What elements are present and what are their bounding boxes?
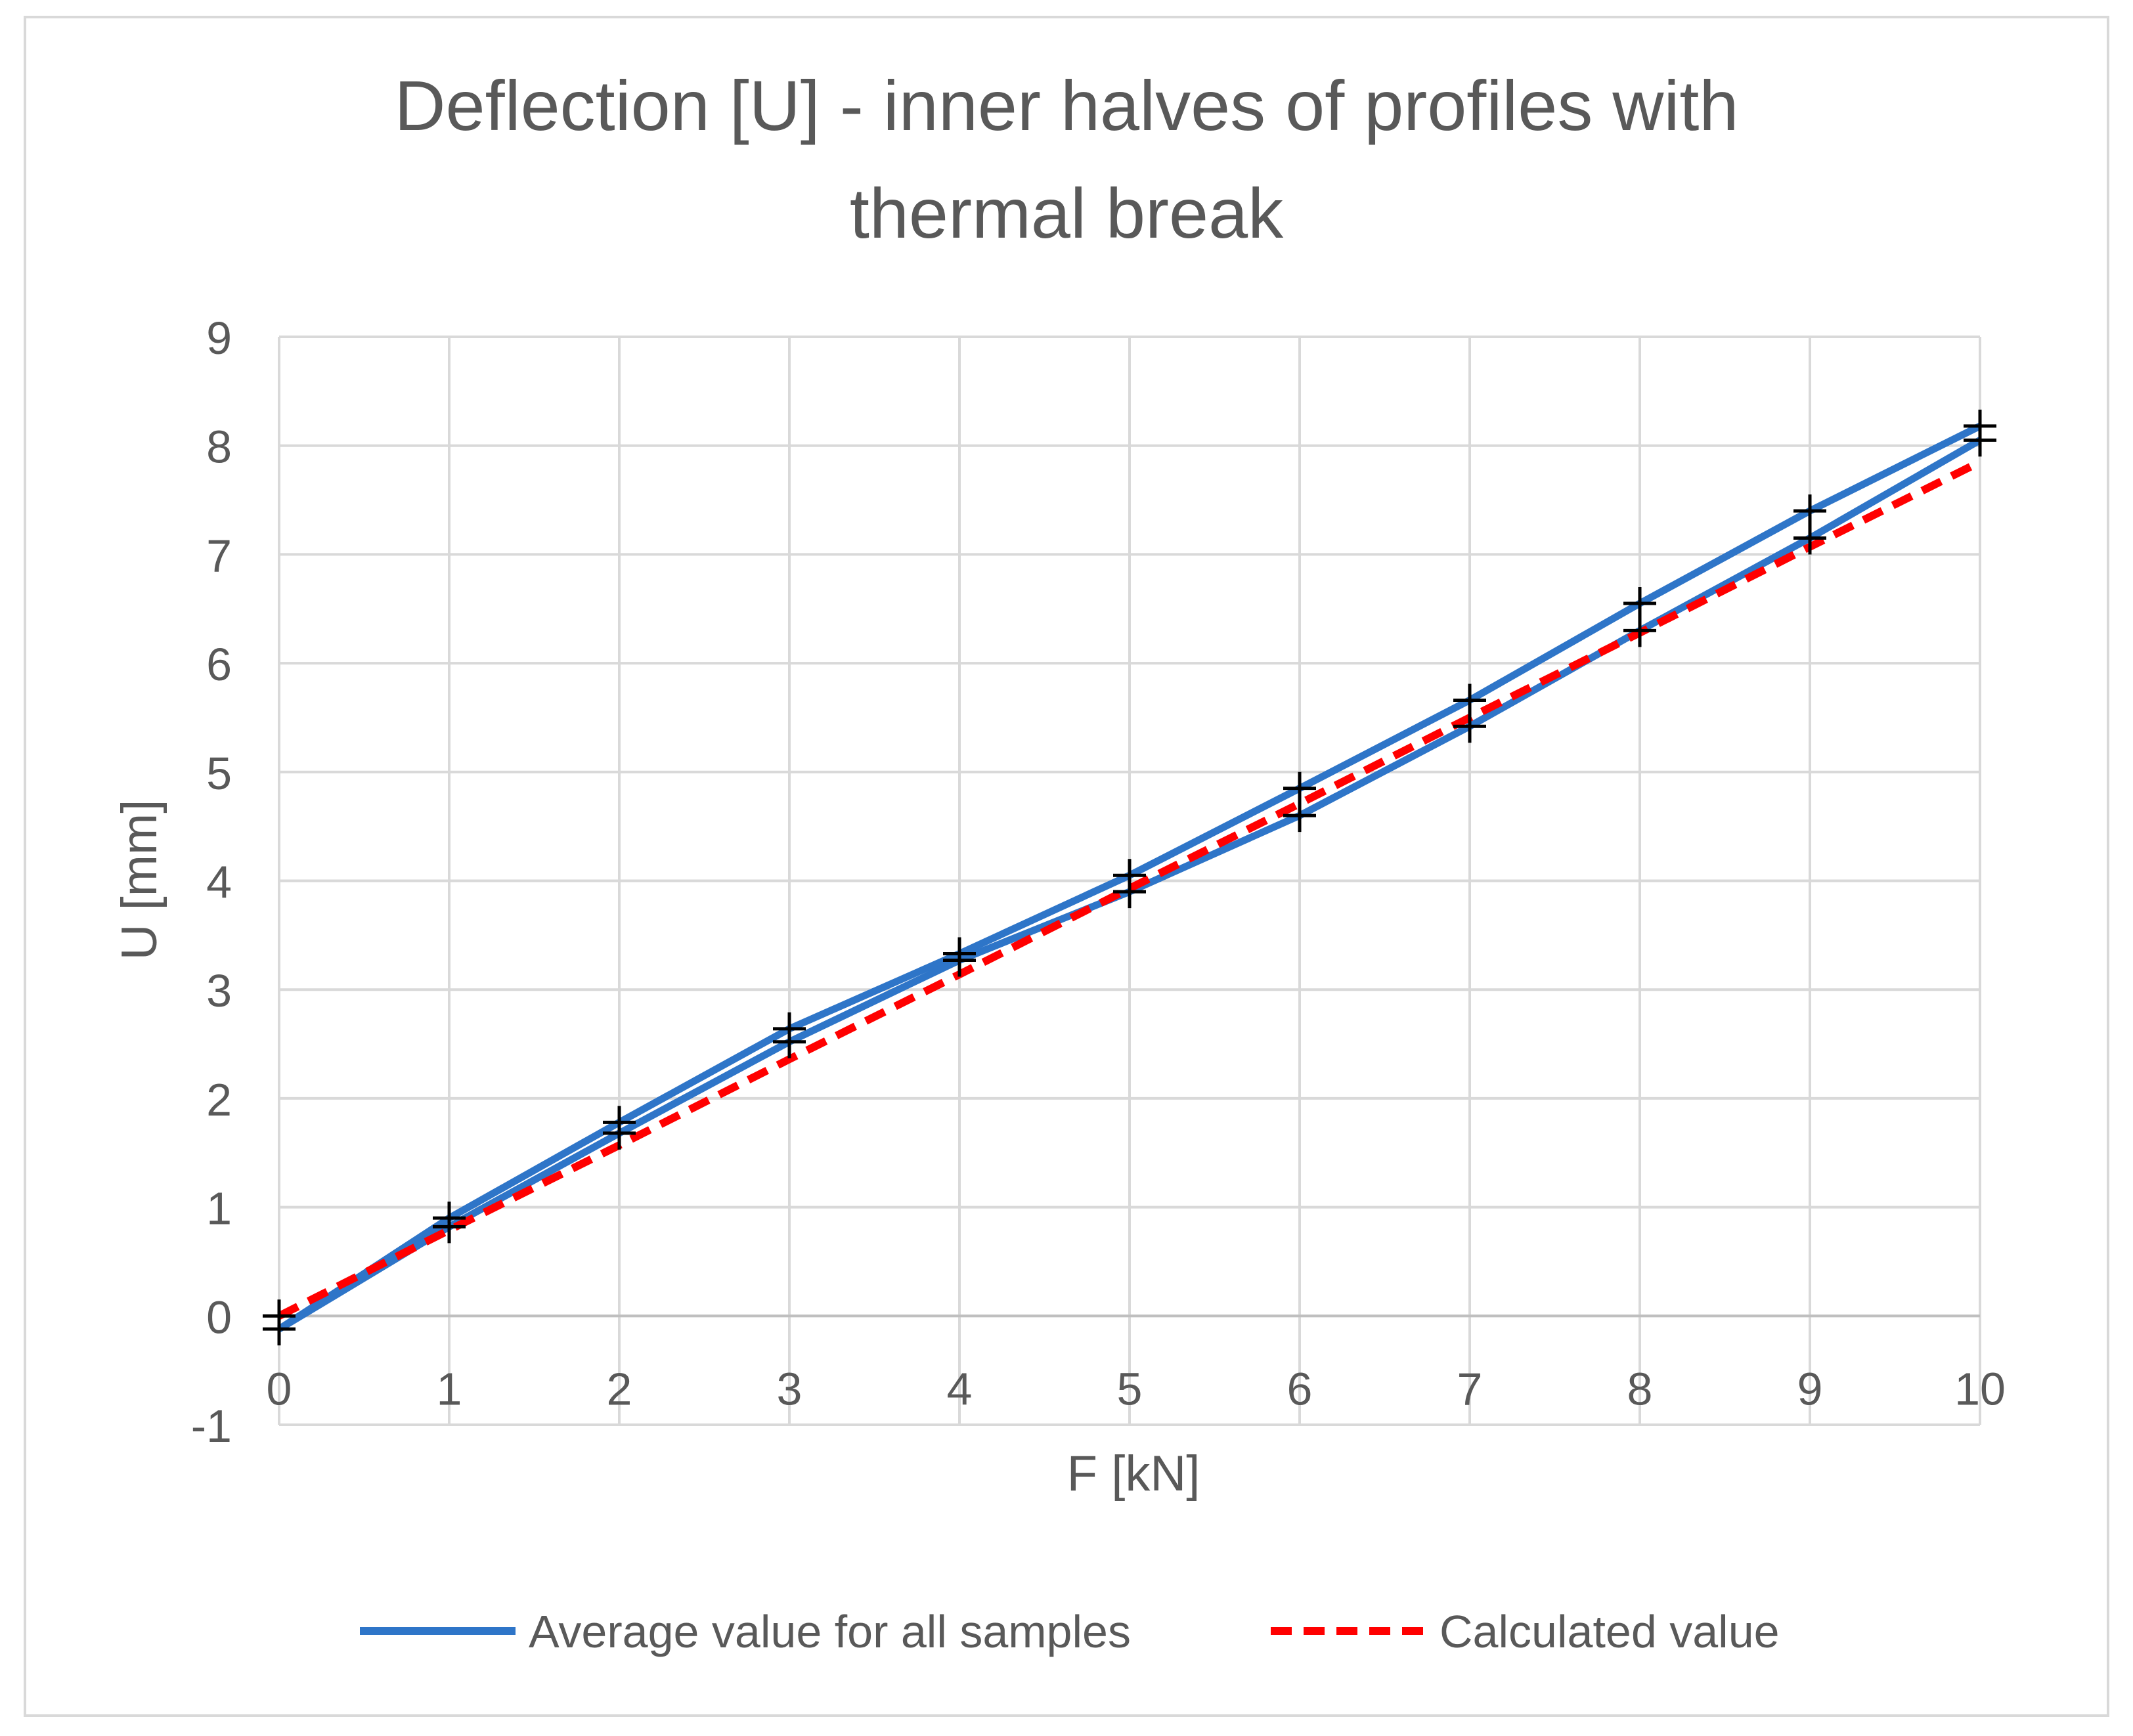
x-tick-label: 0	[267, 1363, 292, 1414]
y-tick-label: 5	[206, 748, 232, 799]
chart-border	[24, 16, 2109, 1717]
y-tick-label: 8	[206, 422, 232, 473]
x-tick-label: 7	[1457, 1363, 1483, 1414]
x-tick-label: 4	[947, 1363, 973, 1414]
legend-label-calculated: Calculated value	[1440, 1606, 1780, 1657]
legend-label-average: Average value for all samples	[529, 1606, 1131, 1657]
data-marker	[1964, 423, 1996, 457]
x-tick-label: 9	[1797, 1363, 1823, 1414]
data-markers	[263, 409, 1996, 1346]
y-tick-label: -1	[191, 1400, 232, 1452]
data-marker	[1623, 614, 1656, 647]
chart-title-line-1: Deflection [U] - inner halves of profile…	[395, 66, 1739, 145]
x-axis-tick-labels: 0 1 2 3 4 5 6 7 8 9 10	[267, 1363, 2006, 1414]
data-marker	[603, 1116, 636, 1150]
x-tick-label: 10	[1954, 1363, 2006, 1414]
data-marker	[1283, 799, 1316, 833]
x-axis-label: F [kN]	[1067, 1446, 1200, 1502]
y-tick-label: 9	[206, 313, 232, 364]
data-marker	[1113, 875, 1146, 909]
y-tick-label: 2	[206, 1074, 232, 1125]
data-marker	[773, 1025, 806, 1058]
y-tick-label: 6	[206, 639, 232, 690]
y-axis-label: U [mm]	[112, 800, 167, 961]
y-tick-label: 1	[206, 1183, 232, 1234]
y-tick-label: 7	[206, 530, 232, 581]
data-marker	[433, 1210, 466, 1244]
x-tick-label: 2	[607, 1363, 632, 1414]
legend: Average value for all samples Calculated…	[360, 1606, 1780, 1657]
data-marker	[943, 944, 976, 977]
y-tick-label: 0	[206, 1291, 232, 1343]
chart-title-line-2: thermal break	[850, 173, 1284, 253]
y-tick-label: 4	[206, 857, 232, 908]
data-marker	[1793, 521, 1826, 555]
y-tick-label: 3	[206, 965, 232, 1016]
series-line-2	[277, 458, 1982, 1320]
y-axis-tick-labels: -1 0 1 2 3 4 5 6 7 8 9	[191, 313, 232, 1452]
x-tick-label: 8	[1627, 1363, 1653, 1414]
x-tick-label: 6	[1287, 1363, 1313, 1414]
data-marker	[263, 1313, 296, 1346]
x-tick-label: 5	[1117, 1363, 1143, 1414]
data-marker	[1453, 710, 1486, 743]
x-tick-label: 1	[437, 1363, 462, 1414]
x-tick-label: 3	[777, 1363, 803, 1414]
